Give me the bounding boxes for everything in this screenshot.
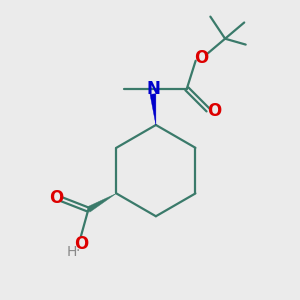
Text: O: O — [74, 236, 88, 253]
Text: H: H — [67, 245, 77, 259]
Text: O: O — [207, 102, 222, 120]
Text: O: O — [194, 49, 209, 67]
Text: O: O — [49, 189, 63, 207]
Polygon shape — [150, 94, 156, 125]
Text: ·: · — [75, 244, 80, 258]
Polygon shape — [87, 194, 116, 212]
Text: N: N — [146, 80, 160, 98]
